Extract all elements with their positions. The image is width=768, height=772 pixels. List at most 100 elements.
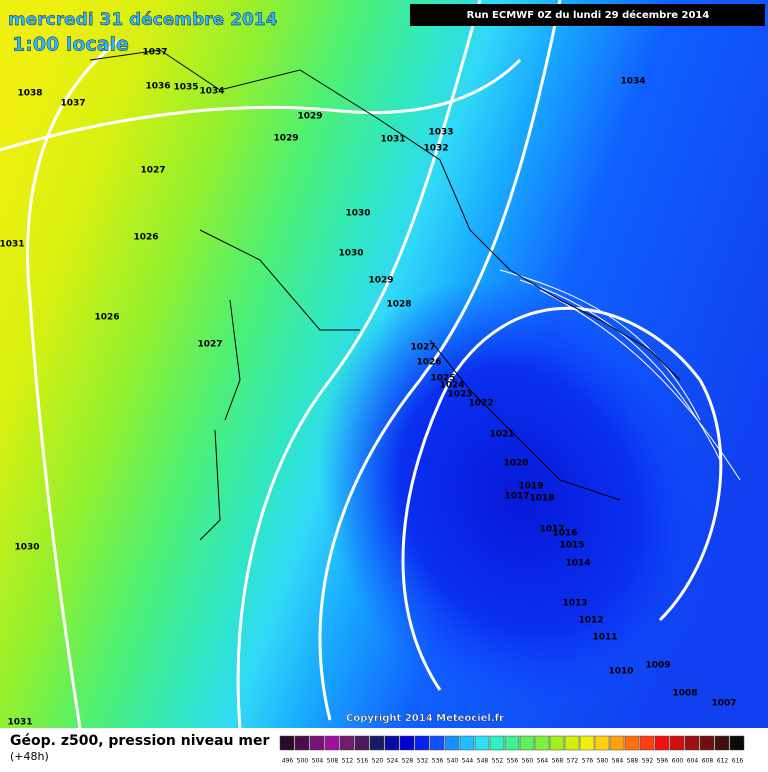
pressure-label: 1030 xyxy=(14,543,39,553)
scale-label: 596 xyxy=(657,758,669,765)
scale-label: 524 xyxy=(387,758,399,765)
pressure-label: 1013 xyxy=(562,599,587,609)
run-text: Run ECMWF 0Z du lundi 29 décembre 2014 xyxy=(467,9,710,21)
scale-swatch xyxy=(504,735,520,751)
pressure-label: 1010 xyxy=(608,667,633,677)
scale-swatch xyxy=(519,735,535,751)
pressure-label: 1024 xyxy=(439,381,464,391)
scale-swatch xyxy=(429,735,445,751)
scale-label: 548 xyxy=(477,758,489,765)
scale-label: 500 xyxy=(297,758,309,765)
scale-label: 584 xyxy=(612,758,624,765)
pressure-label: 1014 xyxy=(565,559,590,569)
pressure-label: 1026 xyxy=(94,313,119,323)
pressure-label: 1030 xyxy=(345,209,370,219)
scale-swatch xyxy=(594,735,610,751)
scale-label: 580 xyxy=(597,758,609,765)
contour-thick xyxy=(236,0,482,729)
pressure-label: 1035 xyxy=(173,83,198,93)
run-banner xyxy=(410,4,765,26)
scale-swatch xyxy=(324,735,340,751)
pressure-label: 1026 xyxy=(416,358,441,368)
scale-label: 528 xyxy=(402,758,414,765)
pressure-label: 1033 xyxy=(428,128,453,138)
pressure-label: 1037 xyxy=(60,99,85,109)
contour-thick xyxy=(401,306,723,691)
pressure-label: 1008 xyxy=(672,689,697,699)
scale-label: 568 xyxy=(552,758,564,765)
scale-label: 564 xyxy=(537,758,549,765)
contour-thick xyxy=(0,58,522,152)
scale-label: 552 xyxy=(492,758,504,765)
pressure-label: 1028 xyxy=(386,300,411,310)
contour-thick xyxy=(318,0,562,721)
scale-swatch xyxy=(564,735,580,751)
scale-label: 516 xyxy=(357,758,369,765)
scale-swatch xyxy=(444,735,460,751)
scale-label: 520 xyxy=(372,758,384,765)
scale-swatch xyxy=(609,735,625,751)
footer-lead: (+48h) xyxy=(10,750,49,763)
scale-swatch xyxy=(714,735,730,751)
pressure-label: 1027 xyxy=(197,340,222,350)
pressure-label: 1031 xyxy=(7,718,32,728)
scale-swatch xyxy=(369,735,385,751)
date-text: mercredi 31 décembre 2014 xyxy=(8,10,278,30)
scale-swatch xyxy=(639,735,655,751)
pressure-label: 1023 xyxy=(447,390,472,400)
scale-swatch xyxy=(384,735,400,751)
scale-label: 532 xyxy=(417,758,429,765)
scale-label: 608 xyxy=(702,758,714,765)
copyright: Copyright 2014 Meteociel.fr xyxy=(346,713,504,724)
scale-swatch xyxy=(534,735,550,751)
scale-label: 544 xyxy=(462,758,474,765)
scale-label: 592 xyxy=(642,758,654,765)
scale-swatch xyxy=(729,735,745,751)
scale-swatch xyxy=(279,735,295,751)
scale-swatch xyxy=(294,735,310,751)
scale-label: 496 xyxy=(282,758,294,765)
scale-label: 540 xyxy=(447,758,459,765)
scale-label: 604 xyxy=(687,758,699,765)
scale-swatch xyxy=(669,735,685,751)
scale-swatch xyxy=(654,735,670,751)
pressure-label: 1034 xyxy=(199,87,224,97)
scale-swatch xyxy=(414,735,430,751)
pressure-label: 1016 xyxy=(552,529,577,539)
pressure-label: 1031 xyxy=(380,135,405,145)
pressure-label: 1015 xyxy=(559,541,584,551)
pressure-label: 1017 xyxy=(504,492,529,502)
scale-swatch xyxy=(624,735,640,751)
pressure-label: 1018 xyxy=(529,494,554,504)
scale-swatch xyxy=(399,735,415,751)
pressure-label: 1019 xyxy=(518,482,543,492)
pressure-label: 1029 xyxy=(368,276,393,286)
pressure-label: 1009 xyxy=(645,661,670,671)
scale-label: 612 xyxy=(717,758,729,765)
pressure-label: 1037 xyxy=(142,48,167,58)
pressure-label: 1027 xyxy=(410,343,435,353)
contour-thick xyxy=(26,38,121,729)
color-scale: 496 500 504 508 512 516 520 524 528 532 536 540 544 5… xyxy=(279,735,745,765)
scale-label: 576 xyxy=(582,758,594,765)
scale-swatch xyxy=(459,735,475,751)
scale-swatch xyxy=(489,735,505,751)
scale-label: 600 xyxy=(672,758,684,765)
scale-swatch xyxy=(549,735,565,751)
low-area xyxy=(319,279,721,721)
scale-label: 560 xyxy=(522,758,534,765)
scale-swatch xyxy=(684,735,700,751)
pressure-label: 1021 xyxy=(489,430,514,440)
scale-swatch xyxy=(474,735,490,751)
pressure-label: 1017 xyxy=(539,525,564,535)
scale-label: 556 xyxy=(507,758,519,765)
time-text: 1:00 locale xyxy=(12,34,129,56)
scale-label: 588 xyxy=(627,758,639,765)
coastline xyxy=(89,49,681,541)
scale-swatch xyxy=(309,735,325,751)
scale-label: 536 xyxy=(432,758,444,765)
pressure-label: 1012 xyxy=(578,616,603,626)
pressure-label: 1025 xyxy=(430,374,455,384)
scale-label: 508 xyxy=(327,758,339,765)
